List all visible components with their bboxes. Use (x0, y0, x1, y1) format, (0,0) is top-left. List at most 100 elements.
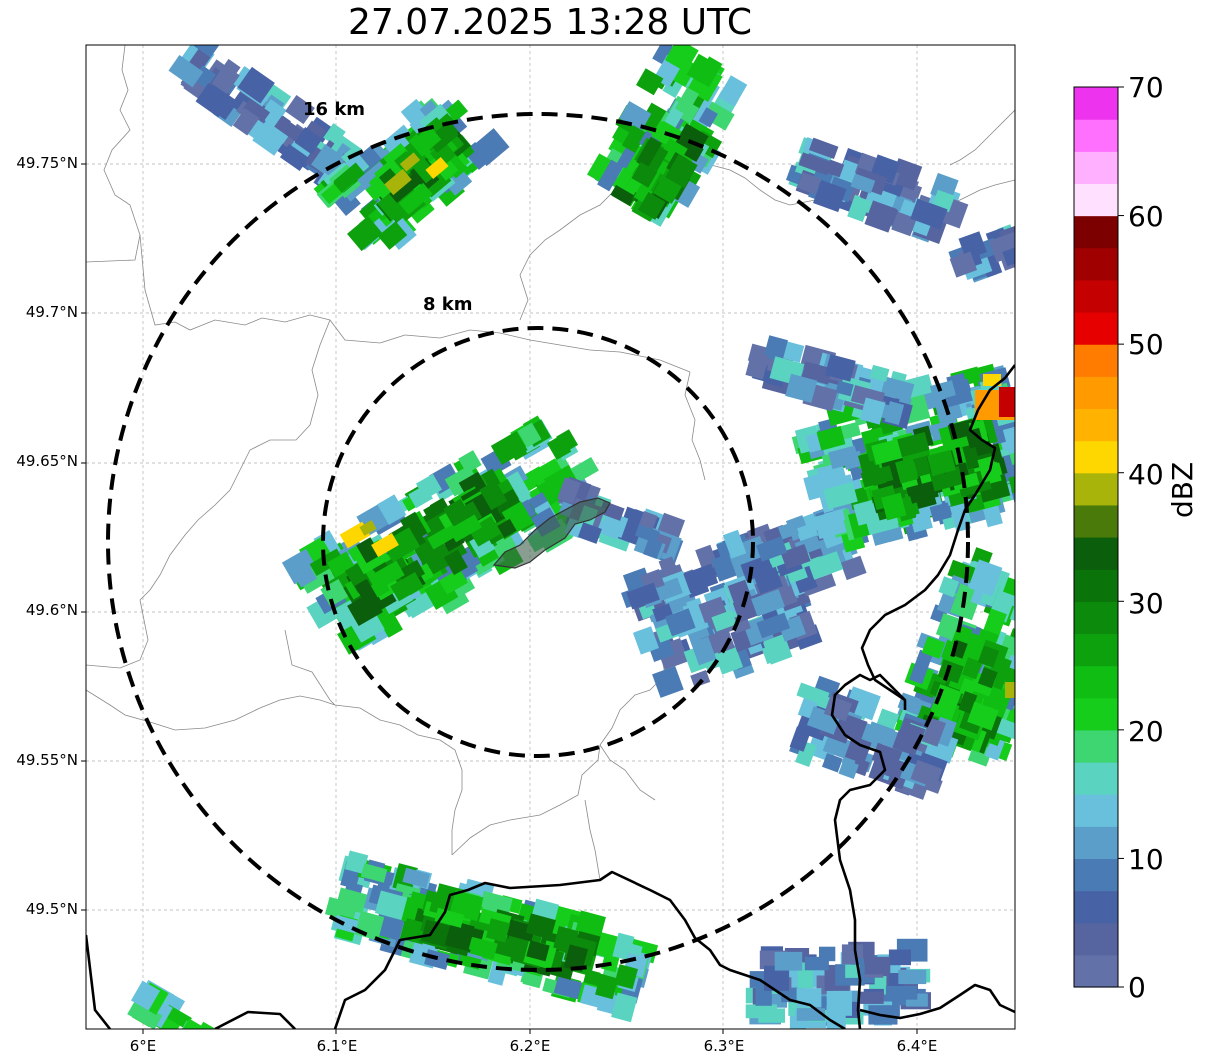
admin-boundary (86, 45, 141, 263)
colorbar-segment (1074, 344, 1118, 377)
radar-echo-cell (354, 578, 379, 607)
radar-echo-cell (497, 518, 517, 539)
radar-echo-cell (722, 529, 747, 559)
radar-echo-cell (359, 520, 377, 536)
radar-echo-cell (909, 649, 933, 685)
radar-echo-cell (977, 455, 999, 483)
radar-echo-cell (698, 107, 718, 128)
radar-echo-cell (444, 168, 473, 196)
radar-echo-cell (382, 527, 421, 563)
radar-echo-cell (517, 422, 542, 448)
radar-echo-cell (845, 964, 860, 978)
radar-echo-cell (279, 144, 309, 172)
radar-echo-cell (816, 425, 846, 451)
radar-echo-cell (880, 376, 915, 402)
radar-echo-cell (702, 101, 735, 131)
plot-frame (85, 44, 1016, 1030)
colorbar-segment (1074, 665, 1118, 699)
radar-echo-cell (1020, 644, 1049, 671)
lon-tick-label: 6.1°E (316, 1037, 358, 1055)
radar-echo-cell (756, 612, 791, 639)
radar-echo-cell (782, 341, 805, 363)
radar-echo-cell (333, 163, 365, 193)
radar-echo-cell (825, 159, 845, 178)
radar-echo-cell (1021, 640, 1045, 670)
radar-echo-cell (910, 759, 943, 789)
radar-echo-cell (502, 471, 531, 503)
radar-echo-cell (823, 481, 858, 510)
radar-echo-cell (1005, 682, 1015, 698)
radar-echo-cell (398, 182, 433, 215)
radar-echo-cell (188, 1030, 215, 1056)
colorbar-segment (1074, 183, 1118, 217)
radar-echo-cell (910, 513, 933, 533)
radar-echo-cell (859, 991, 884, 1004)
radar-echo-cell (306, 596, 338, 629)
radar-echo-cell (176, 1018, 204, 1029)
radar-echo-cell (665, 154, 698, 189)
radar-echo-cell (910, 198, 948, 230)
radar-echo-cell (439, 568, 468, 595)
radar-echo-cell (374, 560, 405, 588)
radar-echo-cell (1019, 599, 1046, 631)
radar-echo-cell (232, 108, 260, 136)
radar-echo-cell (897, 431, 930, 458)
radar-echo-cell (632, 626, 659, 655)
radar-echo-cell (485, 918, 511, 943)
radar-echo-cell (895, 457, 919, 484)
admin-boundary (599, 744, 656, 801)
lat-tick-label: 49.6°N (25, 601, 78, 619)
country-border (333, 870, 846, 1029)
radar-echo-cell (327, 551, 355, 578)
radar-echo-cell (798, 152, 832, 176)
radar-echo-cell (807, 551, 844, 580)
radar-echo-cell (180, 1033, 201, 1054)
radar-echo-cell (763, 335, 788, 362)
radar-echo-cell (884, 401, 905, 426)
radar-echo-cell (577, 522, 602, 544)
colorbar-segment (1074, 119, 1118, 152)
radar-echo-cell (443, 549, 468, 576)
radar-echo-cell (756, 536, 788, 562)
radar-echo-cell (425, 156, 449, 180)
colorbar-segment (1074, 794, 1118, 827)
radar-echo-cell (621, 125, 647, 154)
radar-echo-cell (546, 434, 572, 461)
radar-echo-cell (695, 544, 719, 572)
radar-echo-cell (543, 464, 580, 499)
radar-echo-cell (683, 563, 719, 593)
radar-echo-cell (643, 537, 663, 559)
radar-echo-cell (1002, 241, 1015, 267)
radar-echo-cell (447, 501, 483, 532)
radar-echo-cell (374, 890, 412, 922)
radar-echo-cell (492, 489, 523, 518)
colorbar-segment (1074, 697, 1118, 731)
radar-echo-cell (553, 976, 588, 1001)
radar-echo-cell (718, 75, 748, 107)
radar-echo-cell (984, 734, 1006, 761)
country-border (830, 673, 906, 1029)
lat-tick-label: 49.75°N (16, 154, 78, 172)
radar-echo-cell (448, 514, 482, 543)
radar-echo-cell (850, 173, 876, 194)
radar-echo-cell (780, 543, 811, 570)
radar-echo-cell (804, 956, 829, 971)
radar-echo-cell (751, 589, 785, 617)
colorbar-segment (1074, 215, 1118, 249)
radar-echo-cell (619, 100, 652, 132)
radar-echo-cell (844, 735, 872, 764)
radar-echo-cell (1012, 633, 1015, 666)
radar-echo-cell (377, 221, 408, 250)
radar-echo-cell (828, 445, 860, 470)
radar-echo-cell (664, 608, 696, 637)
radar-echo-cell (412, 126, 442, 155)
lon-tick-label: 6.3°E (703, 1037, 745, 1055)
radar-echo-cell (404, 589, 437, 619)
radar-echo-cell (570, 456, 599, 483)
ring-label-8km: 8 km (423, 294, 473, 315)
radar-echo-cell (1015, 627, 1047, 656)
admin-boundary (684, 371, 706, 481)
radar-echo-cell (785, 373, 818, 403)
radar-echo-cell (690, 670, 711, 688)
